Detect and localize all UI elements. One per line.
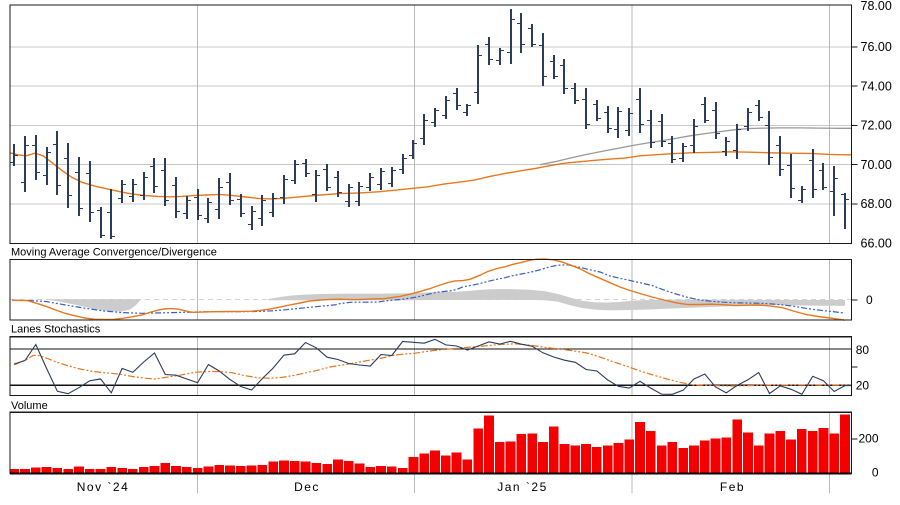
svg-text:72.00: 72.00 (861, 119, 892, 133)
svg-text:Dec: Dec (294, 480, 320, 494)
svg-text:0: 0 (872, 466, 879, 480)
svg-text:Jan `25: Jan `25 (497, 480, 548, 494)
svg-text:Moving Average Convergence/Div: Moving Average Convergence/Divergence (11, 246, 217, 258)
svg-text:Volume: Volume (11, 400, 48, 412)
svg-text:Feb: Feb (720, 480, 745, 494)
svg-text:68.00: 68.00 (861, 197, 892, 211)
svg-text:66.00: 66.00 (861, 236, 892, 250)
svg-text:Lanes Stochastics: Lanes Stochastics (11, 323, 101, 335)
svg-text:80: 80 (856, 343, 870, 357)
svg-text:200: 200 (858, 432, 878, 446)
svg-text:20: 20 (856, 378, 870, 392)
svg-text:Nov `24: Nov `24 (77, 480, 130, 494)
svg-text:0: 0 (866, 293, 873, 307)
svg-text:78.00: 78.00 (861, 0, 892, 13)
svg-text:74.00: 74.00 (861, 79, 892, 93)
svg-text:70.00: 70.00 (861, 158, 892, 172)
svg-text:76.00: 76.00 (861, 40, 892, 54)
